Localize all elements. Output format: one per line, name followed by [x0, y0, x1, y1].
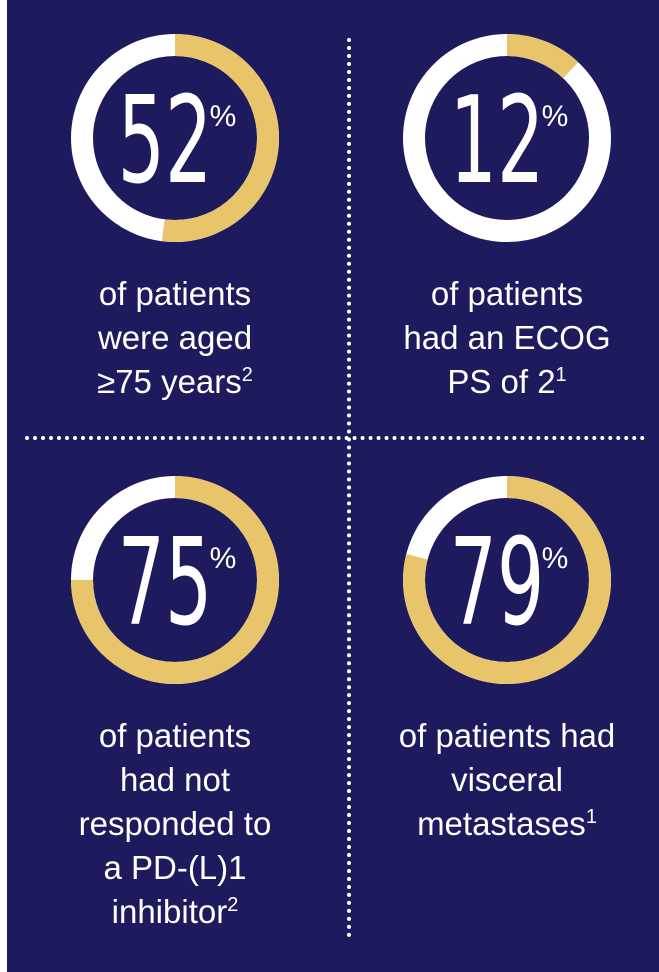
caption-line: metastases1 — [417, 805, 597, 842]
infographic-panel: 52% of patients were aged ≥75 years2 12% of … — [7, 0, 659, 972]
caption-line: were aged — [97, 319, 253, 356]
caption-line: ≥75 years2 — [97, 363, 253, 400]
donut-value-arc — [403, 34, 611, 242]
caption-line: PS of 21 — [447, 363, 567, 400]
footnote-ref: 2 — [241, 364, 253, 386]
footnote-ref: 1 — [555, 364, 567, 386]
stat-caption: of patients had visceral metastases1 — [342, 714, 659, 846]
caption-line: inhibitor2 — [111, 893, 239, 930]
footnote-ref: 2 — [227, 894, 239, 916]
percent-sign: % — [210, 542, 237, 575]
caption-line: of patients — [430, 275, 584, 312]
vertical-divider — [347, 38, 351, 938]
caption-line: had not — [119, 761, 231, 798]
percent-sign: % — [210, 100, 237, 133]
caption-line: of patients — [98, 275, 252, 312]
caption-line: of patients had — [398, 717, 616, 754]
percent-value: 12 — [450, 70, 545, 211]
donut-value-arc — [403, 476, 611, 684]
caption-line: had an ECOG — [403, 319, 611, 356]
stat-ecog: 12% of patients had an ECOG PS of 21 — [342, 20, 659, 404]
donut-value-arc — [71, 34, 279, 242]
percent-value: 79 — [450, 512, 545, 653]
percent-sign: % — [542, 100, 569, 133]
caption-line: a PD-(L)1 — [103, 849, 247, 886]
caption-line: of patients — [98, 717, 252, 754]
donut-value-arc — [71, 476, 279, 684]
footnote-ref: 1 — [585, 806, 597, 828]
caption-line: responded to — [78, 805, 272, 842]
stat-visceral: 79% of patients had visceral metastases1 — [342, 462, 659, 846]
stat-caption: of patients had an ECOG PS of 21 — [342, 272, 659, 404]
horizontal-divider — [25, 436, 645, 440]
percent-value: 52 — [118, 70, 213, 211]
stat-age: 52% of patients were aged ≥75 years2 — [10, 20, 340, 404]
donut-ring: 75% — [71, 476, 279, 684]
stat-caption: of patients had not responded to a PD-(L)1 i… — [10, 714, 340, 934]
donut-ring: 12% — [403, 34, 611, 242]
percent-value: 75 — [118, 512, 213, 653]
donut-ring: 79% — [403, 476, 611, 684]
stat-caption: of patients were aged ≥75 years2 — [10, 272, 340, 404]
percent-sign: % — [542, 542, 569, 575]
stat-pd-l1: 75% of patients had not responded to a PD-(L… — [10, 462, 340, 934]
donut-ring: 52% — [71, 34, 279, 242]
caption-line: visceral — [451, 761, 563, 798]
